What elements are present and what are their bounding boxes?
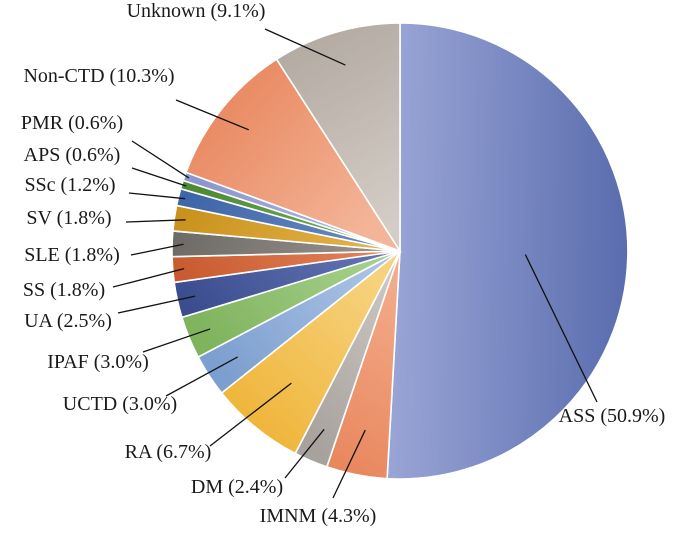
pie-slice-non-ctd [184, 58, 402, 253]
slice-label: APS (0.6%) [24, 144, 121, 166]
slice-label: UCTD (3.0%) [63, 393, 177, 415]
pie-slice-unknown [275, 22, 401, 254]
leader-line [209, 382, 292, 447]
pie-slices [171, 22, 629, 480]
slice-label: IMNM (4.3%) [260, 505, 377, 527]
slice-label: SLE (1.8%) [24, 244, 120, 266]
slice-label: PMR (0.6%) [21, 112, 123, 134]
slice-label: Unknown (9.1%) [127, 0, 266, 22]
slice-label: SS (1.8%) [23, 279, 105, 301]
leader-line [284, 428, 325, 479]
slice-label: SSc (1.2%) [24, 174, 115, 196]
leader-line [332, 429, 366, 499]
leader-line [131, 140, 190, 179]
leader-line [130, 243, 184, 256]
leader-line [264, 28, 346, 66]
slice-label: Non-CTD (10.3%) [23, 65, 174, 87]
slice-label: UA (2.5%) [24, 310, 112, 332]
slice-labels: ASS (50.9%) IMNM (4.3%) DM (2.4%) RA (6.7%)… [21, 0, 665, 527]
slice-label: DM (2.4%) [191, 476, 283, 498]
leader-line [524, 254, 598, 403]
leader-line [125, 219, 186, 223]
leader-line [112, 268, 185, 288]
slice-label: SV (1.8%) [26, 207, 111, 229]
leader-line [131, 167, 187, 187]
leader-lines [112, 28, 598, 499]
slice-label: RA (6.7%) [125, 441, 212, 463]
leader-line [175, 99, 249, 131]
slice-label: IPAF (3.0%) [47, 351, 149, 373]
leader-line [165, 356, 239, 397]
pie-slice-ass [386, 22, 629, 480]
leader-line [117, 295, 196, 314]
leader-line [142, 328, 211, 353]
slice-label: ASS (50.9%) [559, 405, 666, 427]
leader-line [128, 192, 186, 200]
